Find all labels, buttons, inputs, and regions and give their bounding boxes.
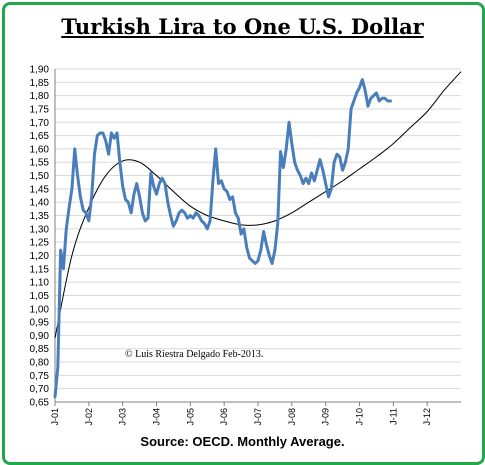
y-tick-label: 1,70 — [30, 118, 50, 129]
x-tick-label: J-04 — [152, 408, 162, 426]
y-tick-label: 1,90 — [30, 65, 50, 76]
y-tick-label: 1,10 — [30, 278, 50, 289]
y-tick-label: 1,75 — [30, 104, 50, 115]
y-tick-label: 0,95 — [30, 318, 50, 329]
x-tick-label: J-07 — [253, 408, 263, 426]
x-tick-label: J-05 — [185, 408, 195, 426]
x-tick-label: J-12 — [422, 408, 432, 426]
y-tick-label: 1,85 — [30, 78, 50, 89]
y-tick-label: 0,65 — [30, 398, 50, 409]
x-tick-label: J-03 — [118, 408, 128, 426]
x-tick-labels: J-01 J-02 J-03 J-04 J-05 J-06 J-07 J-08 J-09 J-10… — [50, 408, 432, 426]
y-tick-label: 1,80 — [30, 91, 50, 102]
y-tick-label: 0,85 — [30, 344, 50, 355]
gridlines — [55, 68, 461, 403]
y-tick-label: 1,55 — [30, 158, 50, 169]
y-tick-label: 1,60 — [30, 144, 50, 155]
x-tick-label: J-10 — [355, 408, 365, 426]
series-layer — [53, 78, 393, 399]
y-tick-label: 0,80 — [30, 358, 50, 369]
y-tick-label: 1,50 — [30, 171, 50, 182]
x-tick-label: J-09 — [321, 408, 331, 426]
y-tick-label: 1,35 — [30, 211, 50, 222]
y-tick-label: 1,25 — [30, 238, 50, 249]
y-tick-labels: 1,90 1,85 1,80 1,75 1,70 1,65 1,60 1,55 1,50 1,45… — [30, 65, 50, 409]
trendline — [54, 71, 462, 339]
copyright-note: © Luis Riestra Delgado Feb-2013. — [125, 349, 263, 360]
source-note: Source: OECD. Monthly Average. — [140, 434, 345, 449]
y-tick-label: 0,75 — [30, 371, 50, 382]
x-tick-label: J-02 — [84, 408, 94, 426]
chart-title: Turkish Lira to One U.S. Dollar — [61, 14, 424, 39]
y-tick-label: 1,45 — [30, 184, 50, 195]
y-tick-label: 1,15 — [30, 264, 50, 275]
x-tick-label: J-08 — [287, 408, 297, 426]
y-tick-label: 1,40 — [30, 198, 50, 209]
series-line — [53, 78, 393, 399]
x-tick-label: J-06 — [219, 408, 229, 426]
trendline-layer — [54, 71, 462, 339]
y-tick-label: 1,00 — [30, 304, 50, 315]
x-tick-label: J-11 — [388, 408, 398, 425]
x-tick-label: J-01 — [50, 408, 60, 426]
y-tick-label: 1,20 — [30, 251, 50, 262]
y-tick-label: 1,05 — [30, 291, 50, 302]
y-tick-label: 1,30 — [30, 224, 50, 235]
y-tick-label: 0,70 — [30, 384, 50, 395]
axes — [54, 69, 461, 406]
y-tick-label: 1,65 — [30, 131, 50, 142]
y-tick-label: 0,90 — [30, 331, 50, 342]
